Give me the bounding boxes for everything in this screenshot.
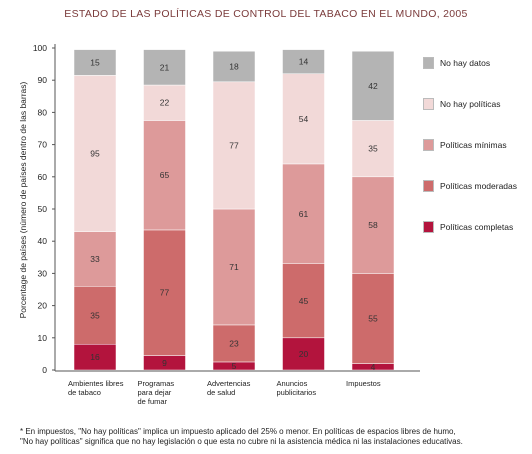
data-label: 20 <box>299 349 309 359</box>
data-label: 58 <box>368 220 378 230</box>
y-tick-label: 100 <box>33 43 47 53</box>
bar-segment <box>351 176 395 274</box>
data-label: 54 <box>299 114 309 124</box>
y-tick-label: 30 <box>38 268 48 278</box>
y-tick-label: 20 <box>38 301 48 311</box>
y-tick-label: 90 <box>38 75 48 85</box>
data-label: 61 <box>299 209 309 219</box>
data-label: 21 <box>160 62 170 72</box>
legend-swatch <box>423 139 434 151</box>
legend-swatch <box>423 221 434 233</box>
x-tick-label: Programas para dejar de fumar <box>138 379 175 406</box>
x-tick-label-line: de tabaco <box>68 388 101 397</box>
data-label: 77 <box>229 140 239 150</box>
labels-layer: 16 35 33 95 15 9 77 65 22 21 5 23 71 77 18 20 45 61 54 14 4 5… <box>90 57 378 372</box>
bar-segment <box>143 49 186 86</box>
legend-item: No hay datos <box>423 57 532 71</box>
data-label: 35 <box>368 144 378 154</box>
y-tick-label: 10 <box>38 333 48 343</box>
data-label: 42 <box>368 81 378 91</box>
x-tick-label-line: de fumar <box>138 397 168 406</box>
data-label: 15 <box>90 57 100 67</box>
bar-segment <box>73 75 117 232</box>
data-label: 45 <box>299 296 309 306</box>
data-label: 22 <box>160 98 170 108</box>
bar-segment <box>282 337 325 371</box>
legend-item: No hay políticas <box>423 98 532 112</box>
bar-segment <box>73 343 117 371</box>
bar-segment <box>212 50 256 83</box>
legend-swatch <box>423 98 434 110</box>
x-tick-label-line: Ambientes libres <box>68 379 124 388</box>
x-tick-label-line: para dejar <box>138 388 172 397</box>
bar-segment <box>212 81 256 210</box>
data-label: 71 <box>229 262 239 272</box>
data-label: 14 <box>299 57 309 67</box>
x-tick-label-line: publicitarios <box>277 388 317 397</box>
bar-segment <box>282 73 325 165</box>
data-label: 9 <box>162 358 167 368</box>
bar-segment <box>351 120 395 178</box>
data-label: 33 <box>90 254 100 264</box>
data-label: 16 <box>90 352 100 362</box>
footnote: * En impuestos, "No hay políticas" impli… <box>20 427 528 447</box>
footnote-line-2: "No hay políticas" significa que no hay … <box>20 437 463 446</box>
bars-layer <box>73 49 395 371</box>
bar-segment <box>143 120 186 231</box>
legend-swatch <box>423 57 434 69</box>
bar-segment <box>143 84 186 121</box>
bar-segment <box>282 49 325 75</box>
y-tick-label: 60 <box>38 172 48 182</box>
bar-segment <box>73 49 117 76</box>
data-label: 23 <box>229 338 239 348</box>
legend-label: Políticas moderadas <box>440 181 518 191</box>
y-axis-label-group: Porcentage de países (número de países d… <box>18 81 28 318</box>
x-tick-label: Advertencias de salud <box>207 379 251 397</box>
legend-label: No hay políticas <box>440 99 501 109</box>
data-label: 77 <box>160 288 170 298</box>
legend-item: Políticas mínimas <box>423 139 532 153</box>
x-tick-label-line: Anuncios <box>277 379 308 388</box>
bar-segment <box>212 324 256 363</box>
y-tick-label: 70 <box>38 140 48 150</box>
bar-segment <box>212 208 256 326</box>
data-label: 18 <box>229 62 239 72</box>
x-tick-label-line: de salud <box>207 388 235 397</box>
x-tick-label: Ambientes libres de tabaco <box>68 379 124 397</box>
bar-segment <box>73 231 117 287</box>
data-label: 5 <box>232 361 237 371</box>
legend-item: Políticas completas <box>423 221 532 235</box>
legend-label: Políticas completas <box>440 222 514 232</box>
x-tick-label-line: Impuestos <box>346 379 381 388</box>
bar-segment <box>351 273 395 364</box>
x-tick-label: Anuncios publicitarios <box>277 379 317 397</box>
y-axis-label: Porcentage de países (número de países d… <box>18 81 28 318</box>
data-label: 65 <box>160 170 170 180</box>
legend-swatch <box>423 180 434 192</box>
data-label: 4 <box>371 362 376 372</box>
data-label: 95 <box>90 148 100 158</box>
y-tick-label: 0 <box>42 365 47 375</box>
data-label: 35 <box>90 310 100 320</box>
footnote-line-1: * En impuestos, "No hay políticas" impli… <box>20 427 456 436</box>
y-tick-label: 50 <box>38 204 48 214</box>
data-label: 55 <box>368 313 378 323</box>
legend-label: Políticas mínimas <box>440 140 507 150</box>
y-tick-label: 80 <box>38 107 48 117</box>
legend-item: Políticas moderadas <box>423 180 532 194</box>
x-tick-label: Impuestos <box>346 379 381 388</box>
bar-segment <box>282 163 325 264</box>
bar-segment <box>351 50 395 121</box>
x-tick-label-line: Advertencias <box>207 379 251 388</box>
legend-label: No hay datos <box>440 58 491 68</box>
x-tick-label-line: Programas <box>138 379 175 388</box>
chart-title: ESTADO DE LAS POLÍTICAS DE CONTROL DEL T… <box>64 8 468 20</box>
y-tick-label: 40 <box>38 236 48 246</box>
